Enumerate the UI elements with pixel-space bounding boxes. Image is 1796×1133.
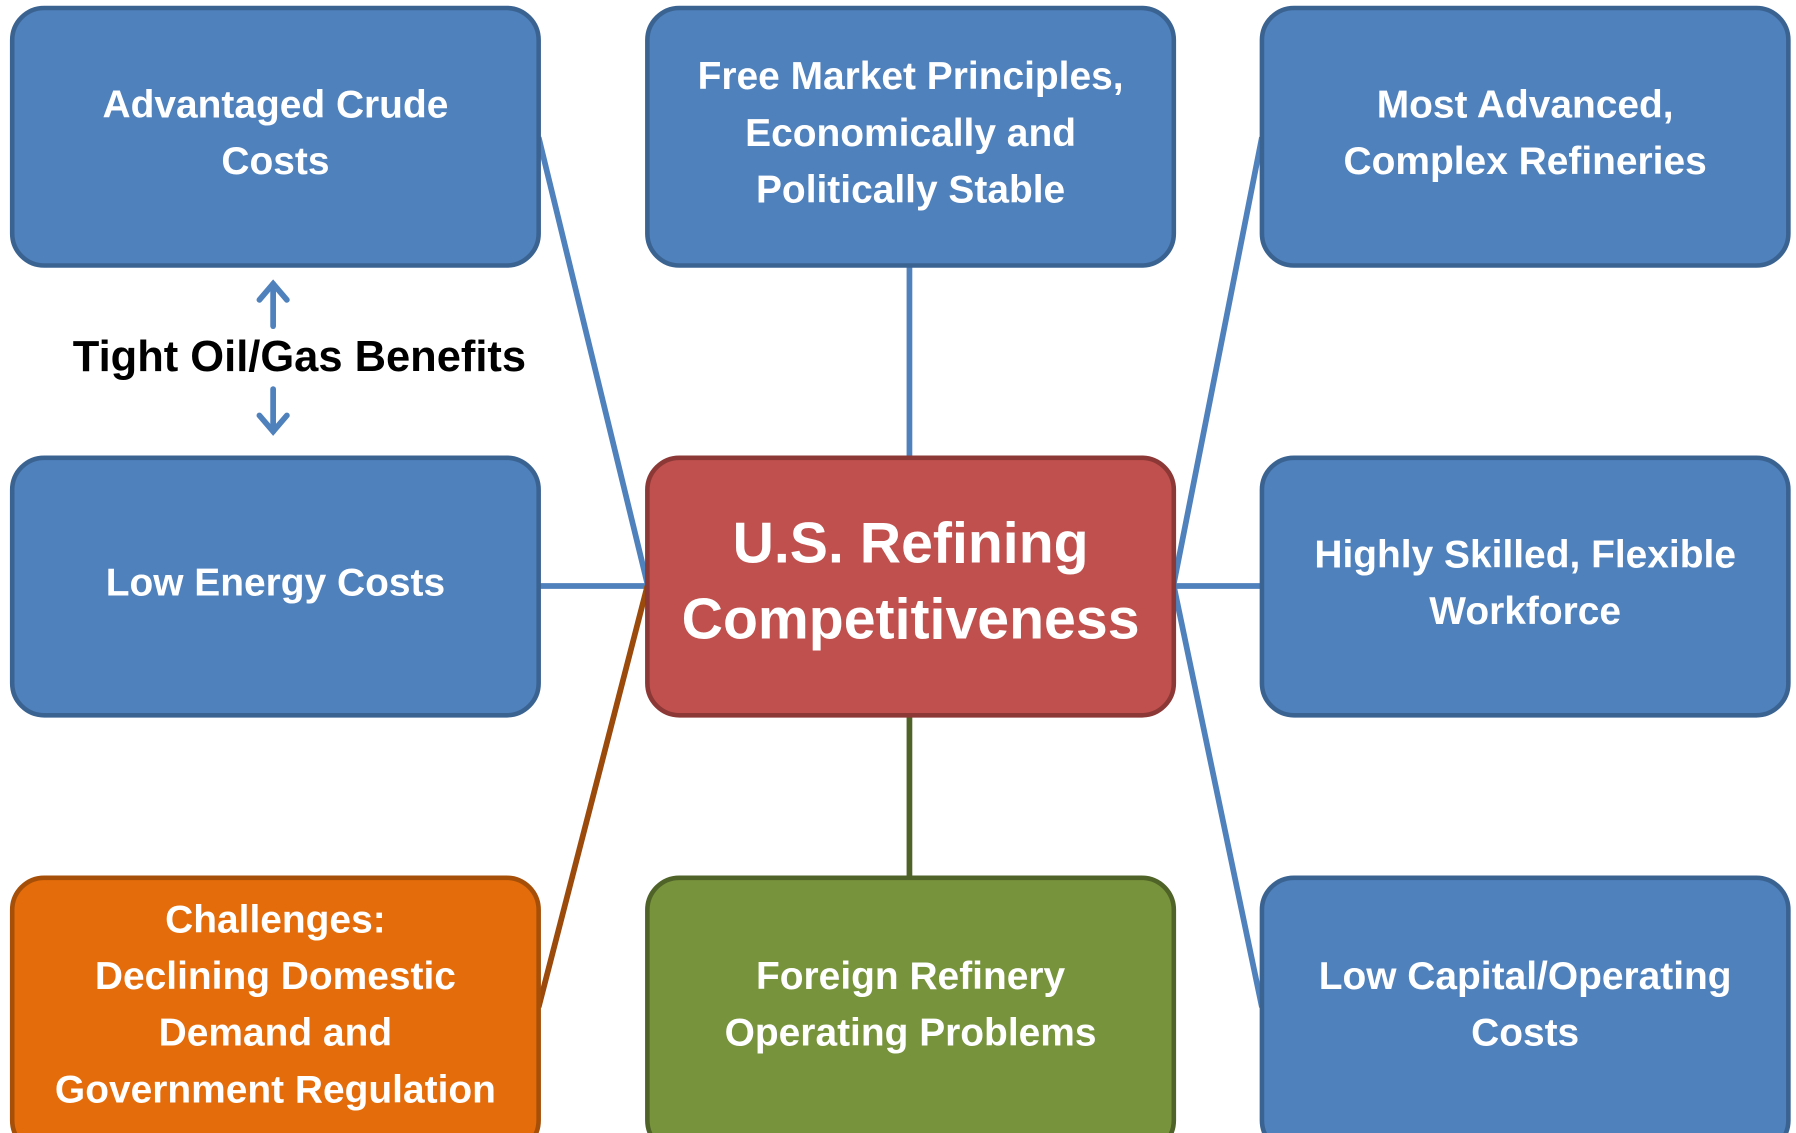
node-label: Costs [221,140,329,183]
node-box [645,5,1177,268]
node-label: Foreign Refinery [756,955,1066,998]
node-box [9,5,541,268]
node-label: Low Energy Costs [106,562,445,605]
node-box [645,875,1177,1133]
connector [535,585,651,1008]
node-label: Challenges: [165,898,386,941]
node-box [9,455,541,718]
double-arrow [256,279,290,436]
node-label: Operating Problems [725,1012,1097,1055]
node-label: Economically and [745,112,1076,155]
connector [1171,585,1265,1008]
node-label: Competitiveness [682,587,1140,651]
node-label: U.S. Refining [733,512,1089,576]
annotation: Tight Oil/Gas Benefits [73,333,526,381]
node-label: Highly Skilled, Flexible [1314,533,1736,576]
node-box [1259,875,1791,1133]
node-label: Low Capital/Operating [1319,955,1732,998]
node-label: Politically Stable [756,169,1065,212]
node-label: Complex Refineries [1344,140,1707,183]
node-label: Most Advanced, [1377,84,1674,127]
node-box [645,455,1177,718]
node-label: Government Regulation [55,1068,496,1111]
node-label: Advantaged Crude [102,84,448,127]
connectors [535,136,1265,1008]
node-label: Free Market Principles, [698,55,1124,98]
node-label: Declining Domestic [95,955,456,998]
connector [535,136,651,585]
node-box [9,875,541,1133]
node-box [1259,455,1791,718]
arrow-head [256,412,290,436]
node-label: Workforce [1429,590,1621,633]
node-box [1259,5,1791,268]
node-label: Costs [1471,1012,1579,1055]
arrow-head [256,279,290,303]
connector [1171,136,1265,585]
node-label: Demand and [159,1012,392,1055]
